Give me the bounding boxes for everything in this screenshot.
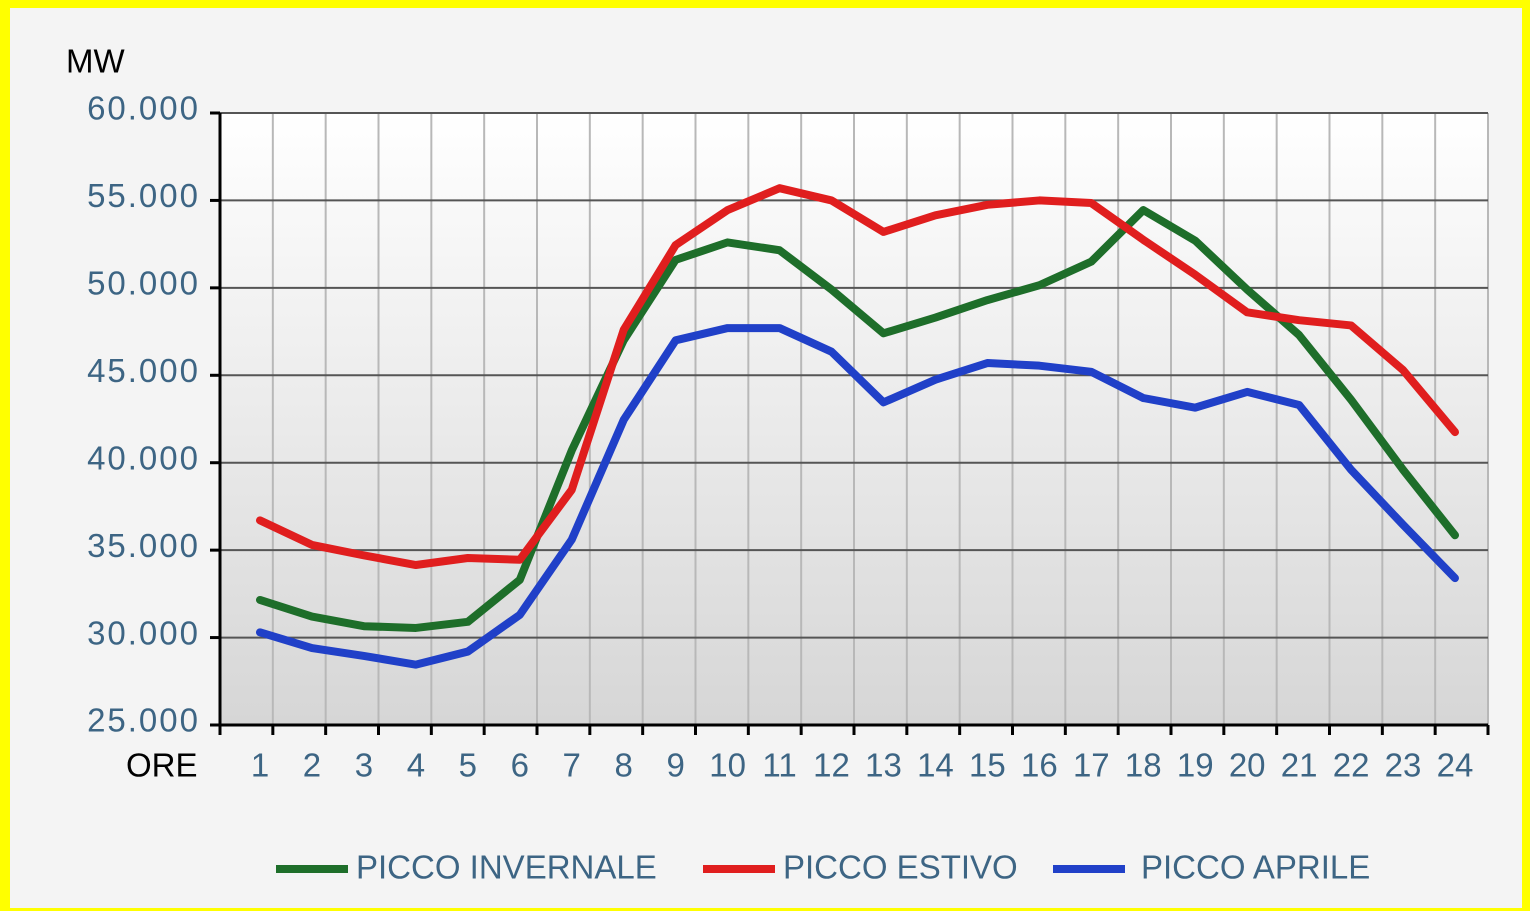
x-tick-label: 7 bbox=[563, 747, 581, 784]
x-tick-label: 6 bbox=[511, 747, 529, 784]
legend-label: PICCO INVERNALE bbox=[356, 849, 657, 886]
x-tick-label: 5 bbox=[459, 747, 477, 784]
x-tick-label: 14 bbox=[917, 747, 954, 784]
x-tick-label: 1 bbox=[251, 747, 269, 784]
x-tick-label: 19 bbox=[1177, 747, 1214, 784]
y-tick-label: 55.000 bbox=[87, 177, 200, 214]
x-tick-label: 2 bbox=[303, 747, 321, 784]
x-tick-label: 8 bbox=[615, 747, 633, 784]
y-tick-label: 35.000 bbox=[87, 527, 200, 564]
x-tick-label: 11 bbox=[762, 747, 796, 784]
x-tick-label: 16 bbox=[1021, 747, 1058, 784]
x-tick-label: 10 bbox=[709, 747, 746, 784]
x-axis-label: ORE bbox=[126, 747, 198, 784]
x-tick-label: 13 bbox=[865, 747, 902, 784]
x-tick-label: 22 bbox=[1333, 747, 1370, 784]
series-line bbox=[256, 206, 1459, 632]
x-tick-label: 4 bbox=[407, 747, 425, 784]
y-axis-label: MW bbox=[66, 43, 125, 80]
x-tick-label: 21 bbox=[1281, 747, 1318, 784]
x-tick-label: 18 bbox=[1125, 747, 1162, 784]
x-tick-label: 3 bbox=[355, 747, 373, 784]
series-line bbox=[256, 184, 1459, 570]
x-tick-label: 17 bbox=[1073, 747, 1110, 784]
x-tick-label: 23 bbox=[1385, 747, 1422, 784]
legend-label: PICCO ESTIVO bbox=[783, 849, 1018, 886]
y-tick-label: 50.000 bbox=[87, 265, 200, 302]
x-tick-label: 24 bbox=[1437, 747, 1474, 784]
y-tick-label: 45.000 bbox=[87, 352, 200, 389]
y-tick-label: 40.000 bbox=[87, 439, 200, 476]
y-tick-label: 25.000 bbox=[87, 702, 200, 739]
x-tick-label: 12 bbox=[813, 747, 850, 784]
x-tick-label: 9 bbox=[666, 747, 684, 784]
legend-label: PICCO APRILE bbox=[1141, 849, 1370, 886]
y-tick-label: 30.000 bbox=[87, 614, 200, 651]
series-line bbox=[256, 324, 1459, 669]
y-tick-label: 60.000 bbox=[87, 90, 200, 127]
x-tick-label: 20 bbox=[1229, 747, 1266, 784]
x-tick-label: 15 bbox=[969, 747, 1006, 784]
